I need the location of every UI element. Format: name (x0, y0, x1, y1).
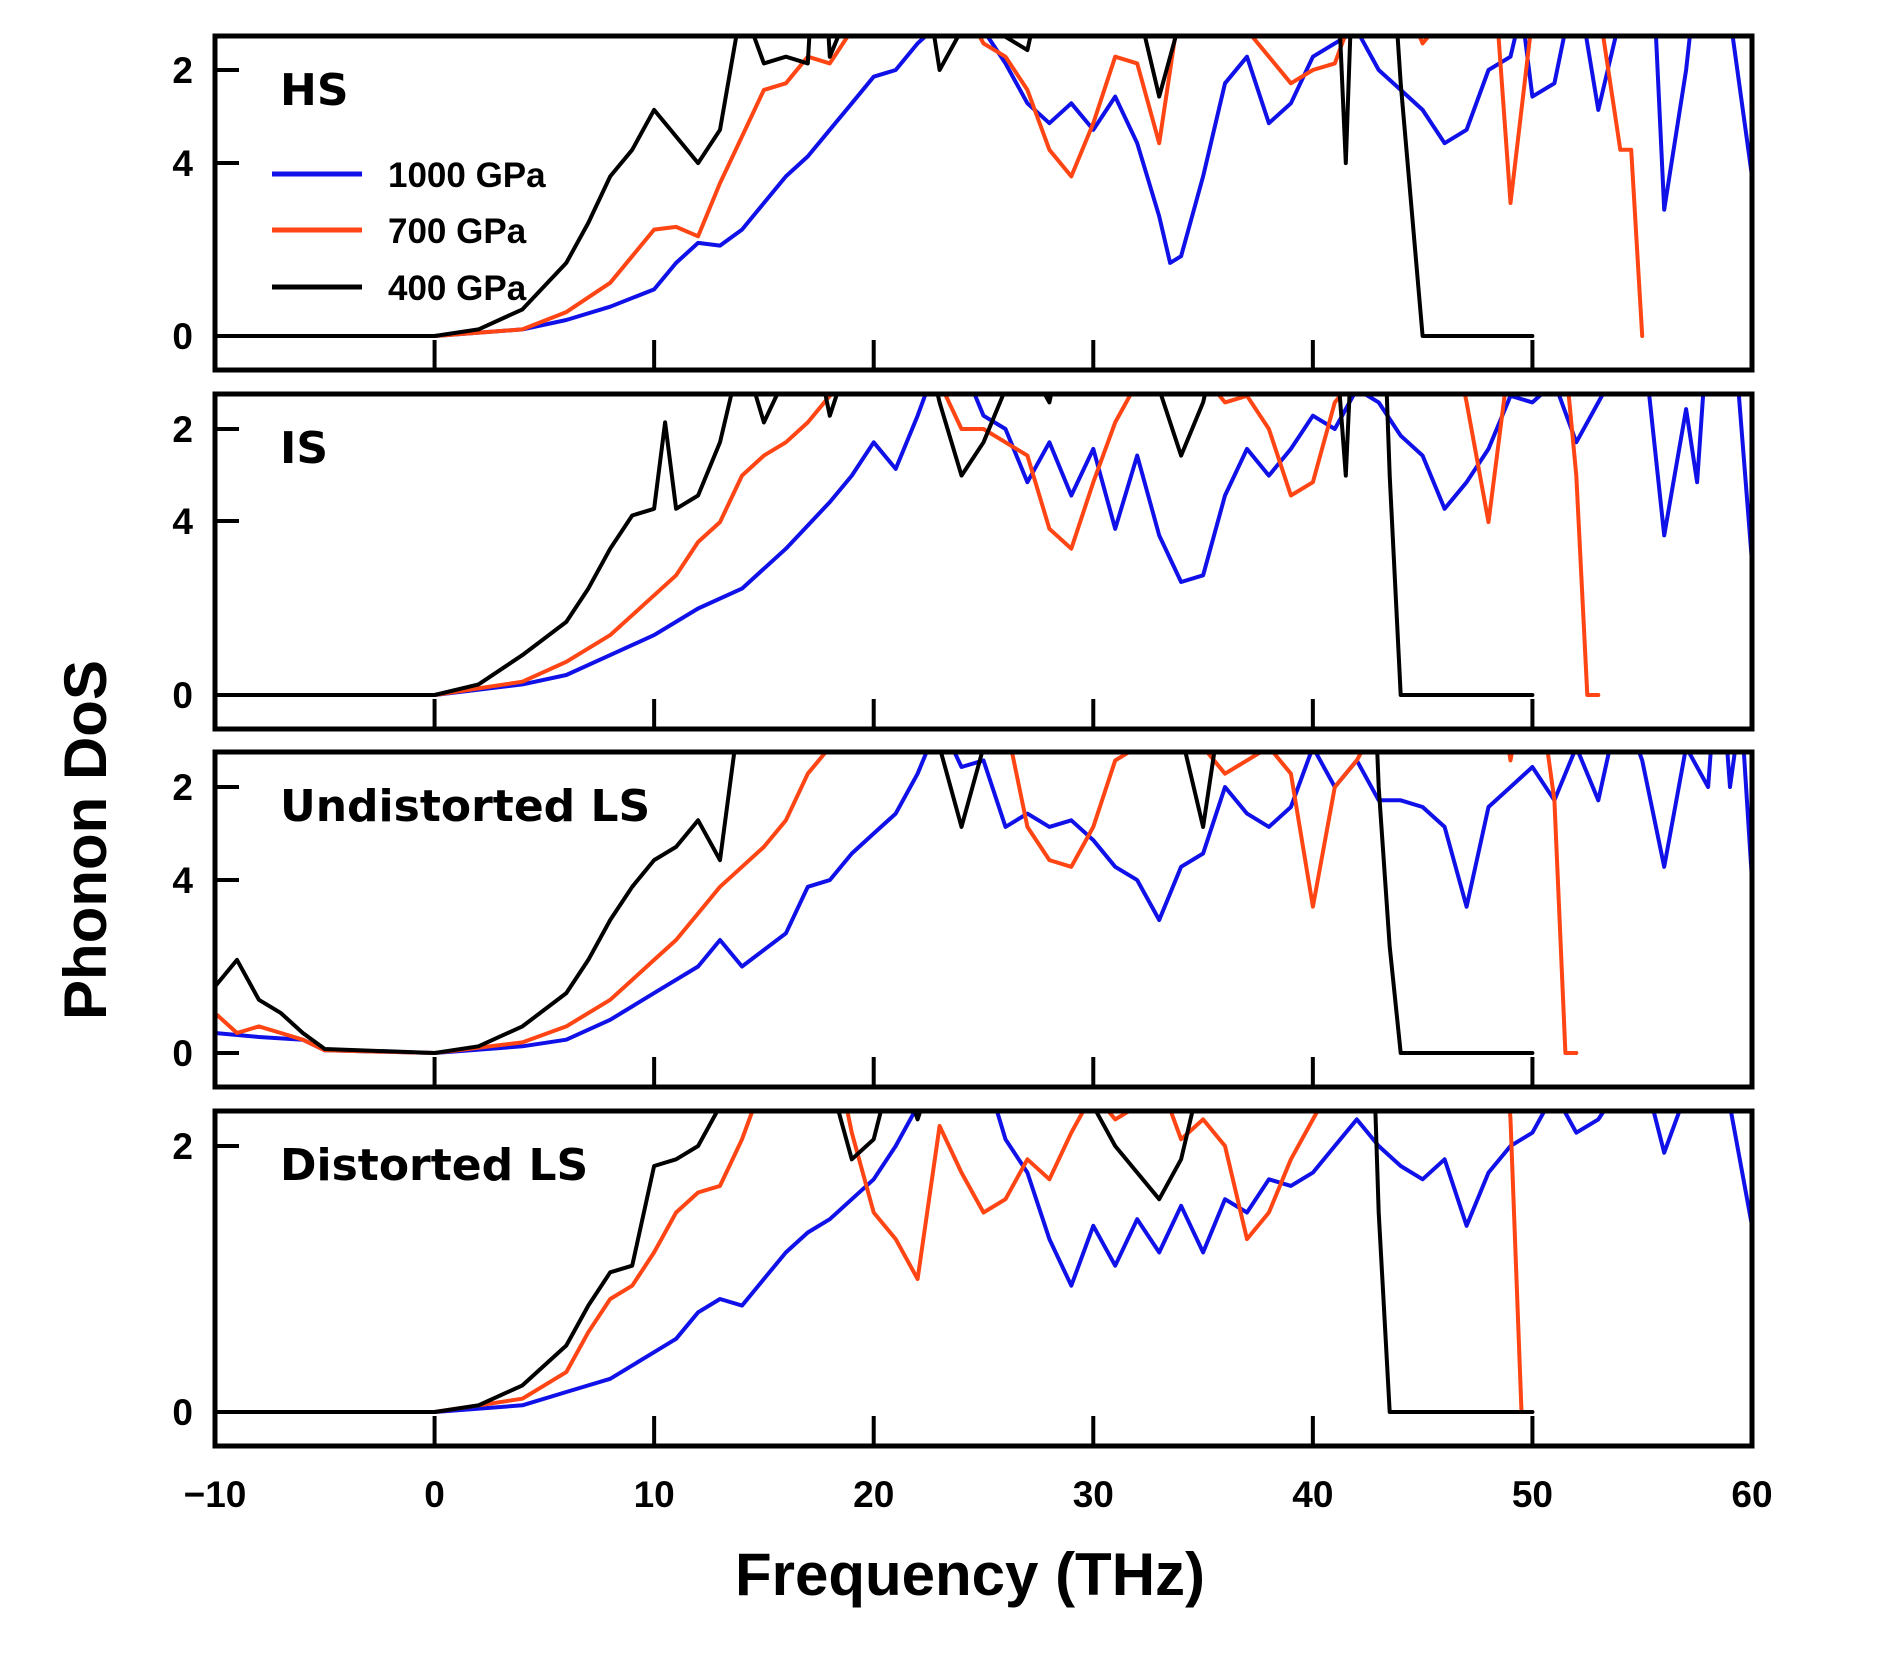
panel-label-distorted-ls: Distorted LS (280, 1140, 588, 1191)
series-group-is (215, 394, 1752, 697)
legend-label-700-gpa: 700 GPa (388, 212, 527, 251)
y-tick-label-is-2: 2 (172, 409, 193, 450)
x-axis-title: Frequency (THz) (735, 1541, 1205, 1608)
series-line-hs-1000-gpa (215, 36, 1752, 338)
series-line-distorted-ls-700-gpa (215, 1111, 1535, 1414)
series-group-hs (215, 36, 1752, 338)
y-tick-label-is-0: 0 (172, 675, 193, 716)
panel-frame-is (212, 391, 1755, 732)
y-axis-title: Phonon DoS (52, 660, 119, 1020)
panel-is: 0 2 4 IS (172, 143, 1755, 732)
legend: 1000 GPa 700 GPa 400 GPa (272, 156, 546, 308)
panel-undistorted-ls: 0 2 4 Undistorted LS (172, 501, 1755, 1090)
x-tick-labels: −10 0 10 20 30 40 50 60 (184, 1474, 1773, 1515)
y-tick-label-hs-2: 2 (172, 50, 193, 91)
series-line-distorted-ls-1000-gpa (215, 1111, 1752, 1414)
series-line-is-1000-gpa (215, 394, 1752, 697)
series-line-is-400-gpa (215, 394, 1535, 697)
panel-label-hs: HS (280, 65, 349, 116)
series-line-undistorted-ls-1000-gpa (215, 752, 1752, 1055)
panel-frame-undistorted-ls (212, 749, 1755, 1090)
x-tick-label-50: 50 (1512, 1474, 1553, 1515)
x-tick-label-40: 40 (1292, 1474, 1333, 1515)
y-tick-label-is-4: 4 (172, 143, 193, 184)
panel-distorted-ls: 0 2 4 Distorted LS (172, 860, 1755, 1449)
x-tick-label-0: 0 (424, 1474, 445, 1515)
panel-label-is: IS (280, 423, 328, 474)
panels: 024HS024IS024Undistorted LS024Distorted … (172, 33, 1755, 1449)
y-tick-label-undistorted-ls-2: 2 (172, 767, 193, 808)
series-line-hs-700-gpa (215, 36, 1645, 338)
series-line-hs-400-gpa (215, 36, 1535, 338)
y-tick-label-distorted-ls-0: 0 (172, 1392, 193, 1433)
panel-frame-distorted-ls (212, 1108, 1755, 1449)
series-group-undistorted-ls (215, 752, 1752, 1055)
x-tick-label-30: 30 (1073, 1474, 1114, 1515)
series-line-is-700-gpa (215, 394, 1601, 697)
y-tick-label-distorted-ls-4: 4 (172, 860, 193, 901)
panel-label-undistorted-ls: Undistorted LS (280, 781, 650, 832)
y-tick-label-hs-0: 0 (172, 316, 193, 357)
panel-hs: 0 2 4 HS (172, 33, 1755, 373)
legend-label-400-gpa: 400 GPa (388, 269, 527, 308)
series-line-undistorted-ls-400-gpa (215, 752, 1535, 1055)
panel-frame-hs (212, 33, 1755, 373)
legend-label-1000-gpa: 1000 GPa (388, 156, 546, 195)
y-tick-label-distorted-ls-2: 2 (172, 1126, 193, 1167)
x-tick-label-60: 60 (1731, 1474, 1772, 1515)
y-tick-label-undistorted-ls-4: 4 (172, 501, 193, 542)
y-tick-label-undistorted-ls-0: 0 (172, 1033, 193, 1074)
x-tick-label-10: 10 (634, 1474, 675, 1515)
x-tick-label-10: −10 (184, 1474, 247, 1515)
series-line-undistorted-ls-700-gpa (215, 752, 1579, 1055)
series-group-distorted-ls (215, 1111, 1752, 1414)
series-line-distorted-ls-400-gpa (215, 1111, 1535, 1414)
x-tick-label-20: 20 (853, 1474, 894, 1515)
